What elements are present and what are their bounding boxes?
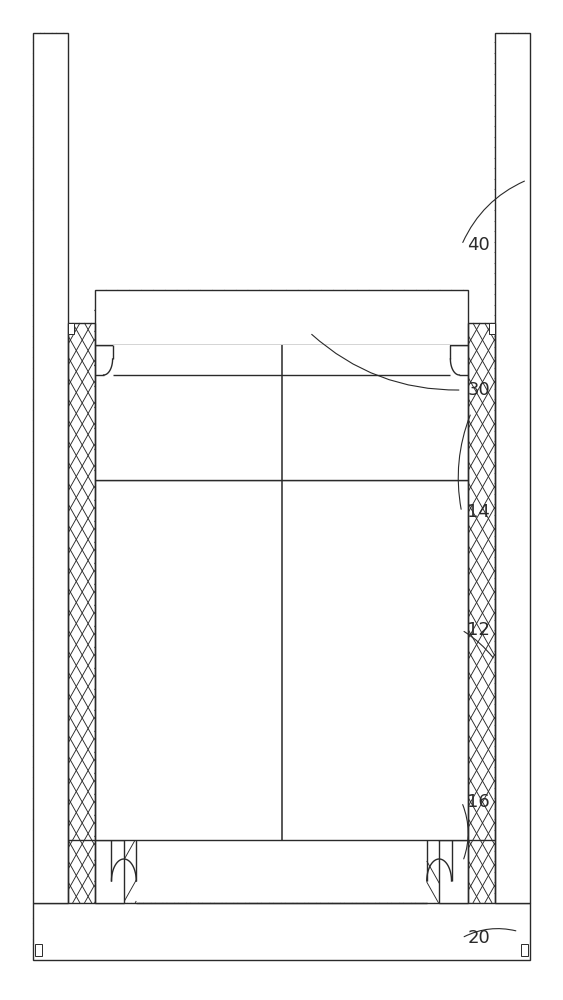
Polygon shape <box>35 944 42 956</box>
Polygon shape <box>95 290 468 345</box>
Text: 14: 14 <box>467 503 490 521</box>
Text: 16: 16 <box>467 793 490 811</box>
Polygon shape <box>68 33 495 323</box>
Polygon shape <box>489 323 495 334</box>
Polygon shape <box>95 480 468 840</box>
Polygon shape <box>33 33 68 903</box>
Polygon shape <box>95 840 124 903</box>
Polygon shape <box>68 323 74 334</box>
Polygon shape <box>95 345 468 480</box>
Text: 12: 12 <box>467 621 490 639</box>
Polygon shape <box>468 323 495 903</box>
Text: 40: 40 <box>467 236 490 254</box>
Polygon shape <box>33 903 530 960</box>
Polygon shape <box>521 944 528 956</box>
Text: 30: 30 <box>467 381 490 399</box>
Text: 20: 20 <box>467 929 490 947</box>
Polygon shape <box>68 323 95 903</box>
Polygon shape <box>439 840 468 903</box>
Polygon shape <box>113 345 450 375</box>
Polygon shape <box>495 33 530 903</box>
